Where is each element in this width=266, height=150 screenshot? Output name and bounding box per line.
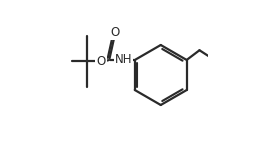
Text: O: O	[111, 26, 120, 39]
Text: O: O	[96, 55, 106, 68]
Text: NH: NH	[115, 53, 132, 66]
